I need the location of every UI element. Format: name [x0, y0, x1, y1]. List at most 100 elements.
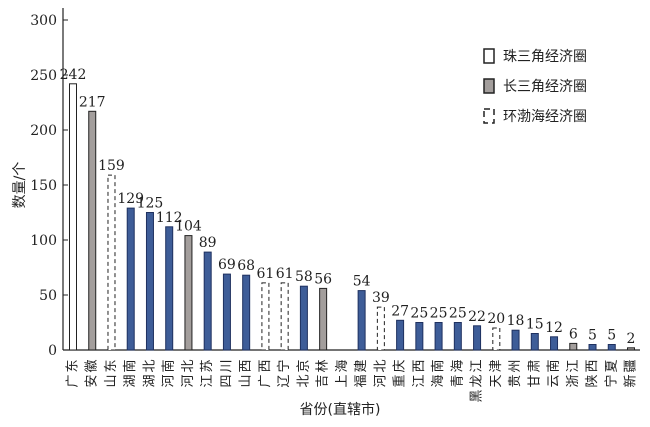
x-tick-label-char: 湖: [142, 374, 157, 387]
x-tick-label-char: 东: [104, 359, 119, 372]
data-label: 159: [98, 158, 125, 174]
x-tick-label-char: 夏: [604, 359, 619, 372]
x-tick-label-char: 贵: [508, 374, 523, 387]
bar-宁夏: [607, 344, 616, 351]
legend-swatch-pearl: [483, 48, 495, 64]
x-tick-label-char: 天: [489, 374, 504, 387]
bar-重庆: [396, 319, 405, 351]
bar-山东: [107, 174, 116, 351]
data-label: 242: [60, 67, 87, 83]
data-label: 68: [237, 258, 255, 274]
x-tick-label-char: 西: [258, 359, 273, 372]
x-tick-label-char: 上: [335, 374, 350, 387]
x-tick-label-char: 苏: [199, 359, 215, 372]
data-label: 22: [468, 309, 486, 325]
x-tick-label-char: 林: [316, 359, 331, 372]
bar-广西: [261, 282, 270, 351]
data-label: 6: [569, 326, 578, 342]
x-tick-label-char: 云: [547, 374, 562, 387]
bar-江西: [415, 322, 424, 351]
data-label: 217: [79, 94, 106, 110]
y-tick-label: 100: [30, 233, 57, 249]
legend-item-bohai: 环渤海经济圈: [503, 106, 587, 126]
x-tick-label-char: 海: [431, 374, 446, 387]
legend-item-yangtze: 长三角经济圈: [503, 76, 587, 96]
data-label: 104: [175, 219, 202, 235]
data-label: 69: [218, 257, 236, 273]
data-label: 25: [410, 306, 428, 322]
y-tick-label: 50: [39, 288, 57, 304]
data-label: 5: [607, 328, 616, 344]
x-tick-label-char: 江: [566, 359, 581, 372]
x-tick-label-char: 甘: [527, 374, 542, 387]
bar-青海: [453, 322, 462, 351]
data-label: 56: [314, 271, 332, 287]
data-label: 61: [276, 266, 294, 282]
x-tick-label-char: 北: [373, 359, 388, 372]
x-tick-label-char: 龙: [470, 374, 485, 387]
bar-黑龙江: [473, 325, 482, 351]
bar-陕西: [588, 344, 597, 351]
data-label: 25: [449, 306, 467, 322]
x-tick-label-char: 陕: [585, 374, 600, 387]
bar-山西: [242, 274, 251, 351]
data-label: 125: [137, 196, 164, 212]
x-tick-label-char: 新: [623, 374, 639, 387]
data-label: 27: [391, 303, 409, 319]
bar-吉林: [319, 287, 328, 351]
bar-安徽: [88, 110, 97, 351]
data-label: 2: [627, 331, 636, 347]
legend-swatch-yangtze: [483, 78, 495, 94]
bar-广东: [69, 83, 77, 351]
x-tick-label-char: 京: [296, 359, 311, 372]
x-tick-label-char: 南: [122, 359, 138, 372]
x-tick-label-char: 四: [219, 374, 234, 387]
x-tick-label-char: 江: [200, 374, 215, 387]
data-label: 112: [156, 210, 183, 226]
y-tick-label: 300: [30, 13, 57, 29]
x-tick-label-char: 江: [412, 374, 427, 387]
legend-label-pearl: 珠三角经济圈: [503, 49, 587, 65]
legend-label-bohai: 环渤海经济圈: [503, 109, 587, 125]
x-tick-label-char: 川: [219, 359, 234, 372]
x-tick-label-char: 山: [239, 374, 254, 387]
x-tick-label-char: 建: [354, 359, 369, 372]
bar-河南: [165, 226, 174, 351]
x-tick-label-char: 青: [450, 374, 465, 387]
bar-四川: [222, 273, 231, 351]
y-tick-label: 200: [30, 123, 57, 139]
x-tick-label-char: 南: [161, 359, 177, 372]
x-axis-label: 省份(直辖市): [300, 401, 381, 418]
data-label: 89: [199, 235, 217, 251]
data-label: 12: [545, 320, 563, 336]
data-label: 58: [295, 269, 313, 285]
x-tick-label-char: 州: [508, 359, 523, 372]
y-tick-label: 150: [30, 178, 57, 194]
x-tick-label-char: 南: [546, 359, 562, 372]
x-tick-label-char: 东: [66, 359, 81, 372]
x-tick-label-char: 山: [104, 374, 119, 387]
x-tick-label-char: 北: [181, 359, 196, 372]
bar-河北: [184, 235, 193, 351]
x-tick-label-char: 广: [66, 374, 81, 387]
x-tick-label-char: 海: [450, 359, 465, 372]
x-tick-label-char: 西: [585, 359, 600, 372]
data-label: 25: [430, 306, 448, 322]
x-tick-label-char: 北: [296, 374, 311, 387]
bar-福建: [357, 290, 366, 351]
bar-甘肃: [530, 333, 539, 351]
x-tick-label-char: 南: [430, 359, 446, 372]
bar-河北: [376, 306, 385, 351]
data-label: 129: [117, 191, 144, 207]
x-tick-label-char: 西: [412, 359, 427, 372]
x-tick-label-char: 江: [470, 359, 485, 372]
x-tick-label-char: 河: [181, 374, 196, 387]
y-axis-label: 数量/个: [12, 162, 28, 209]
x-tick-label-char: 辽: [277, 374, 292, 387]
x-tick-label-char: 津: [489, 359, 504, 372]
data-label: 39: [372, 290, 390, 306]
x-tick-label-char: 北: [142, 359, 157, 372]
legend-label-yangtze: 长三角经济圈: [503, 79, 587, 95]
legend-item-pearl: 珠三角经济圈: [503, 46, 587, 66]
